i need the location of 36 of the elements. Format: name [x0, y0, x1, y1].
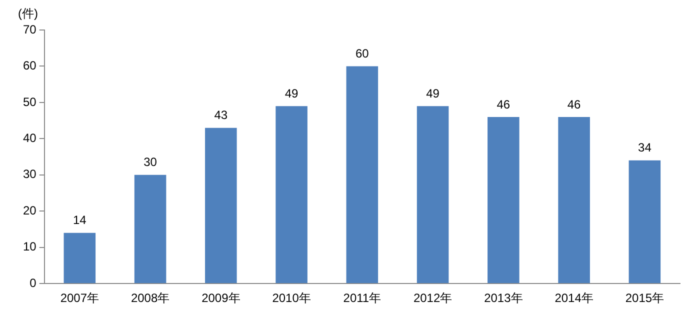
- x-tick-label: 2014年: [554, 291, 594, 306]
- x-tick-label: 2012年: [413, 291, 452, 306]
- x-tick-label: 2013年: [484, 291, 523, 306]
- data-label: 30: [144, 155, 158, 170]
- data-label: 43: [214, 108, 228, 122]
- y-tick-label: 30: [22, 167, 37, 182]
- data-label: 49: [426, 86, 440, 100]
- y-tick-label: 50: [22, 94, 37, 109]
- bar: [346, 66, 378, 284]
- y-tick-label: 0: [30, 276, 37, 290]
- x-tick-label: 2015年: [625, 291, 664, 306]
- bar: [205, 128, 237, 284]
- bar: [488, 116, 520, 284]
- data-label: 49: [284, 86, 299, 100]
- x-tick-label: 2007年: [60, 291, 100, 306]
- y-tick-label: 70: [22, 22, 37, 36]
- bar: [558, 116, 590, 284]
- y-tick-label: 20: [22, 203, 37, 218]
- y-tick-label: 60: [22, 58, 37, 73]
- data-label: 60: [355, 46, 370, 61]
- bar: [134, 174, 166, 284]
- data-label: 46: [567, 97, 582, 112]
- data-label: 46: [496, 97, 510, 112]
- bar: [64, 232, 96, 284]
- bar: [276, 106, 308, 284]
- y-axis-title: (件): [18, 6, 38, 20]
- x-tick-label: 2010年: [272, 291, 311, 306]
- bar: [416, 106, 449, 284]
- data-label: 34: [638, 140, 652, 155]
- y-tick-label: 10: [22, 240, 37, 254]
- x-tick-label: 2009年: [202, 291, 240, 306]
- y-tick-label: 40: [22, 131, 37, 145]
- bar: [628, 160, 661, 284]
- x-tick-label: 2011年: [343, 291, 382, 306]
- data-label: 14: [72, 213, 87, 228]
- x-tick-label: 2008年: [130, 291, 170, 306]
